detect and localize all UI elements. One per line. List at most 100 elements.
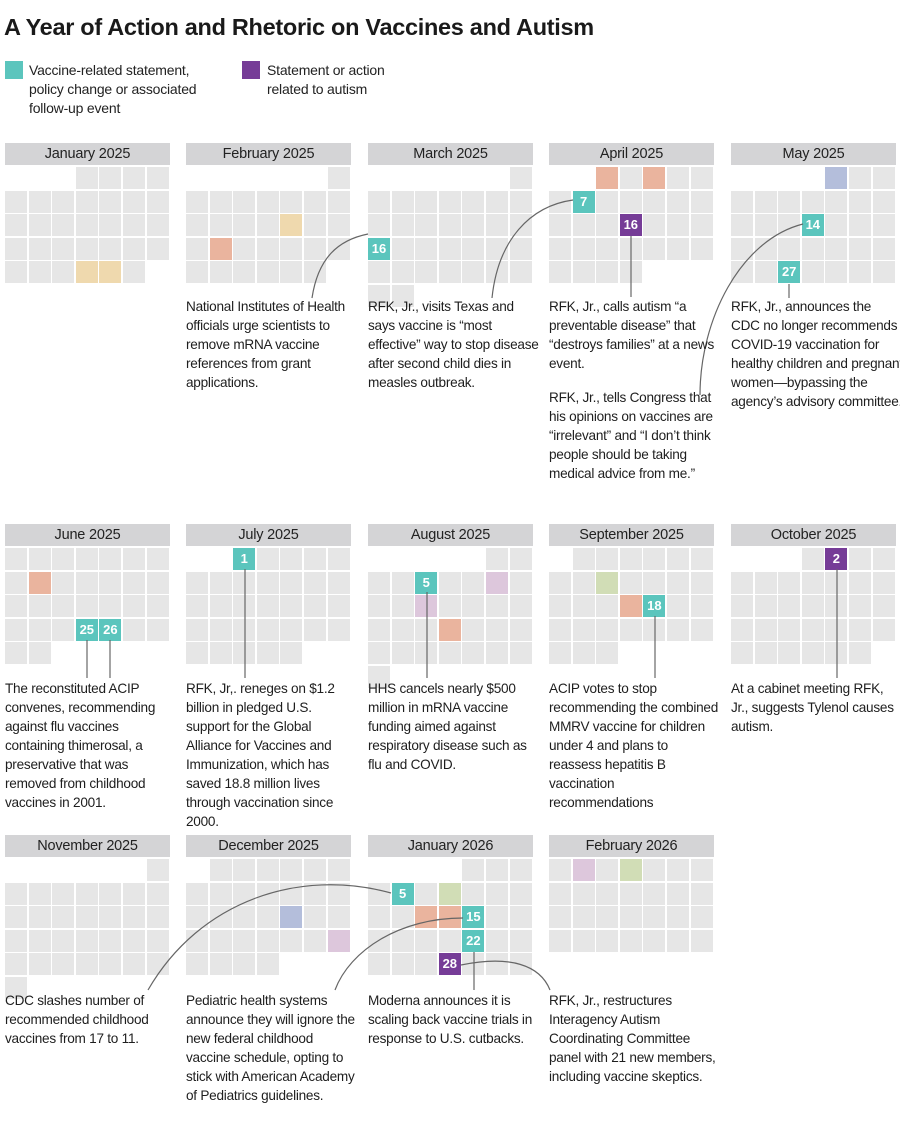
day-cell — [509, 571, 532, 594]
day-cell — [256, 190, 279, 213]
event-note-mar-2025: RFK, Jr., visits Texas and says vaccine … — [368, 299, 539, 390]
day-cell — [778, 214, 801, 236]
month-header: March 2025 — [368, 143, 533, 165]
day-cell — [849, 618, 871, 641]
day-cell — [186, 906, 208, 928]
day-cell — [209, 261, 232, 283]
day-cell — [5, 571, 27, 594]
day-cell — [123, 261, 145, 283]
day-cell — [280, 237, 303, 260]
day-cell — [462, 859, 485, 881]
day-cell — [509, 859, 532, 881]
day-cell — [233, 214, 256, 236]
day-cell — [146, 929, 169, 952]
day-cell — [415, 618, 438, 641]
day-cell — [52, 906, 75, 928]
month-header: February 2026 — [549, 835, 714, 857]
day-cell — [872, 261, 895, 283]
day-cell — [778, 571, 801, 594]
day-cell-lilac — [486, 571, 508, 594]
day-cell — [391, 906, 414, 928]
day-cell-blue — [825, 167, 848, 189]
day-cell — [209, 571, 232, 594]
day-cell — [849, 190, 871, 213]
day-cell — [391, 953, 414, 975]
month-header: June 2025 — [5, 524, 170, 546]
day-cell — [327, 548, 350, 570]
day-cell — [368, 642, 390, 664]
day-cell — [5, 953, 27, 975]
day-cell — [801, 571, 824, 594]
day-cell — [368, 665, 390, 688]
day-cell — [304, 859, 326, 881]
day-cell — [146, 571, 169, 594]
day-cell — [572, 571, 595, 594]
day-cell — [327, 882, 350, 905]
day-cell — [368, 214, 390, 236]
day-cell — [123, 167, 145, 189]
day-cell — [596, 190, 619, 213]
day-cell — [368, 906, 390, 928]
day-cell — [209, 859, 232, 881]
day-cell-vaccine: 14 — [801, 214, 824, 236]
day-cell — [75, 906, 98, 928]
day-cell — [415, 929, 438, 952]
day-cell — [778, 190, 801, 213]
day-cell — [438, 237, 461, 260]
day-cell — [99, 906, 122, 928]
day-cell — [462, 214, 485, 236]
legend-swatch-autism — [242, 61, 260, 79]
day-cell — [52, 571, 75, 594]
day-cell — [209, 618, 232, 641]
day-cell — [209, 214, 232, 236]
day-cell — [825, 618, 848, 641]
month-header: January 2025 — [5, 143, 170, 165]
day-cell — [368, 571, 390, 594]
day-cell — [209, 929, 232, 952]
day-cell — [209, 190, 232, 213]
day-cell — [667, 882, 689, 905]
day-cell — [509, 548, 532, 570]
day-cell — [5, 214, 27, 236]
day-cell — [438, 642, 461, 664]
day-cell — [186, 237, 208, 260]
day-cell — [690, 882, 713, 905]
day-cell — [415, 214, 438, 236]
day-cell — [28, 618, 51, 641]
day-cell — [368, 618, 390, 641]
day-cell — [509, 618, 532, 641]
day-cell — [304, 214, 326, 236]
day-cell — [28, 929, 51, 952]
day-cell — [572, 906, 595, 928]
day-cell-salmon — [438, 906, 461, 928]
day-cell — [123, 929, 145, 952]
day-cell — [731, 214, 753, 236]
day-cell — [146, 882, 169, 905]
day-cell — [509, 953, 532, 975]
day-cell — [731, 190, 753, 213]
day-cell — [304, 595, 326, 617]
day-cell-green — [596, 571, 619, 594]
day-cell — [690, 237, 713, 260]
day-cell — [123, 953, 145, 975]
day-cell — [596, 906, 619, 928]
day-cell — [99, 571, 122, 594]
day-cell-vaccine: 1 — [233, 548, 256, 570]
day-cell — [280, 642, 303, 664]
day-cell — [391, 929, 414, 952]
day-cell — [75, 548, 98, 570]
day-cell — [667, 595, 689, 617]
day-cell — [256, 261, 279, 283]
event-note-jun-2025: The reconstituted ACIP convenes, recomme… — [5, 681, 156, 810]
day-cell — [643, 190, 666, 213]
day-cell — [233, 190, 256, 213]
day-cell — [327, 618, 350, 641]
day-cell — [486, 882, 508, 905]
day-cell — [186, 618, 208, 641]
day-cell — [52, 548, 75, 570]
day-cell — [256, 859, 279, 881]
day-cell — [233, 595, 256, 617]
day-cell — [28, 190, 51, 213]
day-cell — [391, 642, 414, 664]
day-cell — [872, 595, 895, 617]
